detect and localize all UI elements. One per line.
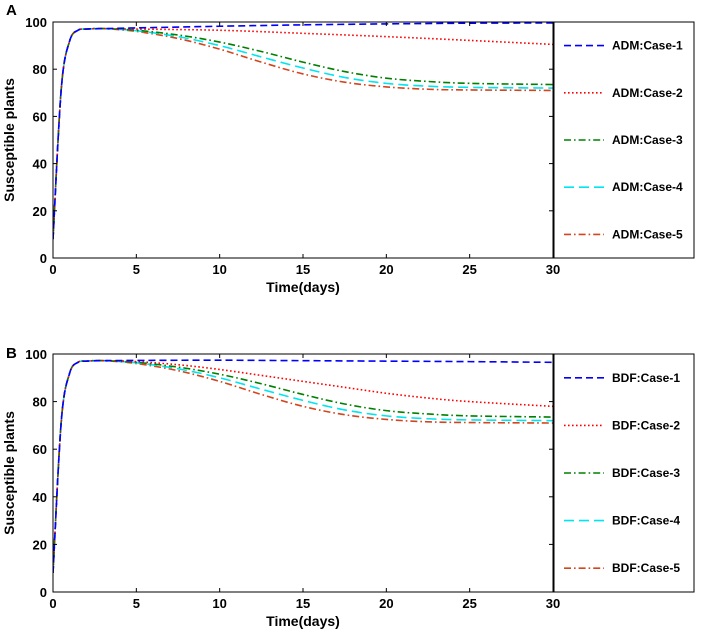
- x-tick-label: 15: [296, 596, 310, 611]
- x-tick-label: 25: [462, 262, 476, 277]
- legend-item-case-3: BDF:Case-3: [564, 466, 680, 480]
- series-group: [53, 359, 553, 574]
- plot-frame: [52, 21, 554, 259]
- x-axis-label: Time(days): [266, 279, 340, 295]
- legend: BDF:Case-1 BDF:Case-2 BDF:Case-3 BDF:Case-4…: [553, 353, 695, 593]
- x-tick-label: 30: [546, 262, 560, 277]
- series-line-case-4: [53, 359, 553, 574]
- y-tick-label: 40: [33, 157, 47, 172]
- x-tick-label: 0: [49, 262, 56, 277]
- x-tick-label: 15: [296, 262, 310, 277]
- legend-label: ADM:Case-5: [612, 227, 683, 241]
- x-tick-label: 10: [212, 596, 226, 611]
- legend-item-case-5: BDF:Case-5: [564, 561, 680, 575]
- legend-label: BDF:Case-2: [612, 418, 680, 432]
- series-line-case-3: [53, 27, 553, 240]
- x-axis-label: Time(days): [266, 613, 340, 629]
- y-tick-label: 0: [40, 585, 47, 600]
- legend-item-case-2: ADM:Case-2: [564, 86, 683, 100]
- series-line-case-1: [53, 359, 553, 574]
- legend-label: ADM:Case-3: [612, 133, 683, 147]
- y-tick-label: 60: [33, 442, 47, 457]
- x-tick-label: 10: [212, 262, 226, 277]
- legend-item-case-4: BDF:Case-4: [564, 514, 680, 528]
- y-axis-label: Susceptible plants: [1, 78, 17, 202]
- x-tick-label: 20: [379, 262, 393, 277]
- series-line-case-1: [53, 22, 553, 240]
- series-line-case-3: [53, 359, 553, 574]
- y-axis-label: Susceptible plants: [1, 411, 17, 535]
- y-tick-label: 60: [33, 109, 47, 124]
- y-tick-label: 20: [33, 204, 47, 219]
- legend-item-case-1: ADM:Case-1: [564, 39, 683, 53]
- y-tick-label: 80: [33, 395, 47, 410]
- x-tick-label: 5: [133, 596, 140, 611]
- panel-letter: B: [6, 345, 17, 362]
- x-tick-label: 30: [546, 596, 560, 611]
- legend-item-case-1: BDF:Case-1: [564, 371, 680, 385]
- series-line-case-2: [53, 359, 553, 574]
- legend-box: [553, 353, 695, 593]
- y-tick-label: 80: [33, 62, 47, 77]
- series-line-case-5: [53, 27, 553, 240]
- legend-label: BDF:Case-4: [612, 514, 680, 528]
- x-tick-label: 5: [133, 262, 140, 277]
- legend: ADM:Case-1 ADM:Case-2 ADM:Case-3 ADM:Case-4…: [553, 21, 695, 259]
- y-tick-label: 40: [33, 490, 47, 505]
- y-tick-label: 0: [40, 251, 47, 266]
- legend-label: ADM:Case-2: [612, 86, 683, 100]
- legend-label: BDF:Case-5: [612, 561, 680, 575]
- y-tick-label: 20: [33, 537, 47, 552]
- legend-item-case-4: ADM:Case-4: [564, 180, 683, 194]
- legend-item-case-3: ADM:Case-3: [564, 133, 683, 147]
- legend-label: ADM:Case-4: [612, 180, 683, 194]
- legend-label: BDF:Case-1: [612, 371, 680, 385]
- x-tick-label: 0: [49, 596, 56, 611]
- legend-item-case-5: ADM:Case-5: [564, 227, 683, 241]
- x-tick-label: 25: [462, 596, 476, 611]
- panel-a: A 0 5 10 15 20 25 30 0 20 40 60 80 100 Time(days) Susce…: [1, 2, 695, 295]
- series-line-case-4: [53, 27, 553, 240]
- panel-b: B 0 5 10 15 20 25 30 0 20 40 60 80 100 Time(days) Susce…: [1, 345, 695, 629]
- plot-frame: [52, 353, 554, 593]
- x-tick-label: 20: [379, 596, 393, 611]
- series-group: [53, 22, 553, 240]
- legend-label: ADM:Case-1: [612, 39, 683, 53]
- panel-letter: A: [6, 2, 17, 19]
- series-line-case-2: [53, 27, 553, 240]
- legend-label: BDF:Case-3: [612, 466, 680, 480]
- y-tick-label: 100: [25, 347, 47, 362]
- y-tick-label: 100: [25, 15, 47, 30]
- legend-box: [553, 21, 695, 259]
- series-line-case-5: [53, 359, 553, 574]
- legend-item-case-2: BDF:Case-2: [564, 418, 680, 432]
